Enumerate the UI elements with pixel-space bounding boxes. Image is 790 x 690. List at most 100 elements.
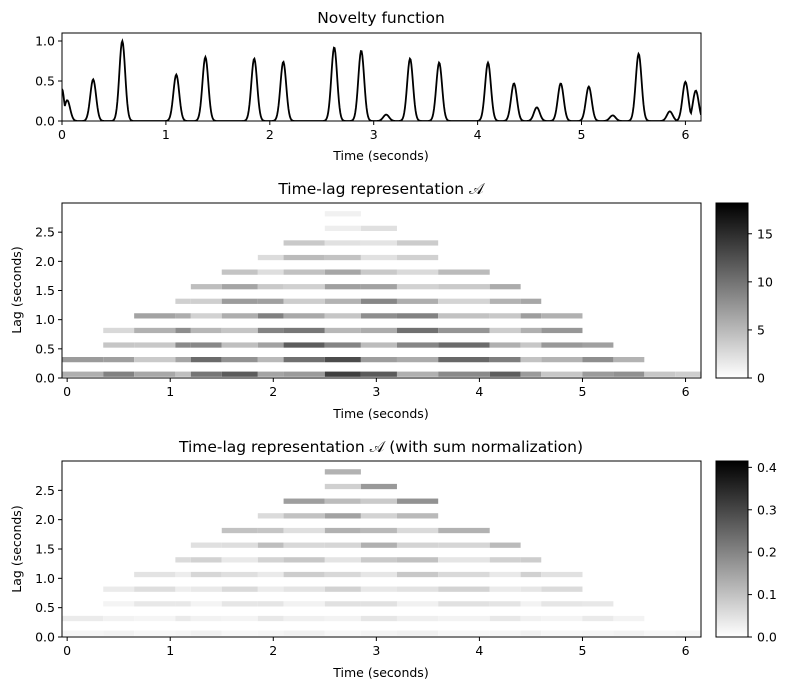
heatmap-cell [175, 371, 191, 377]
heatmap-cell [438, 542, 490, 548]
heatmap-cell [283, 357, 325, 363]
heatmap-cell [438, 313, 490, 319]
heatmap-cell [324, 211, 361, 217]
heatmap-cell [360, 615, 397, 622]
heatmap-cell [134, 327, 176, 334]
heatmap-cell [221, 527, 258, 534]
timelag-y-ticks: 0.0 0.5 1.0 1.5 2.0 2.5 [35, 225, 62, 386]
heatmap-cell [283, 298, 325, 304]
heatmap-cell [324, 527, 361, 534]
heatmap-cell [613, 371, 645, 377]
heatmap-cell [396, 498, 439, 504]
heatmap-cell [175, 571, 191, 578]
heatmap-cell [283, 615, 325, 622]
x-tick-label: 3 [370, 127, 378, 142]
heatmap-cell [221, 571, 258, 578]
heatmap-cell [103, 342, 135, 348]
heatmap-cell [324, 601, 361, 607]
heatmap-cell [520, 557, 542, 563]
heatmap-cell [175, 615, 191, 622]
heatmap-cell [520, 630, 542, 636]
x-tick-label: 4 [474, 127, 482, 142]
x-tick-label: 0 [63, 384, 71, 399]
colorbar-tick-label: 10 [757, 274, 773, 289]
novelty-axes-frame [61, 32, 702, 122]
heatmap-cell [438, 557, 490, 563]
heatmap-cell [489, 542, 521, 548]
heatmap-cell [62, 371, 104, 377]
heatmap-cell [190, 586, 222, 592]
heatmap-cell [396, 327, 439, 334]
heatmap-cell [257, 298, 284, 304]
colorbar-tick-label: 5 [757, 322, 765, 337]
heatmap-cell [396, 513, 439, 519]
heatmap-cell [283, 498, 325, 504]
heatmap-cell [190, 327, 222, 334]
heatmap-cell [438, 342, 490, 348]
x-tick-label: 1 [166, 384, 174, 399]
heatmap-cell [520, 615, 542, 622]
heatmap-cell [175, 357, 191, 363]
y-tick-label: 2.0 [35, 254, 55, 269]
y-tick-label: 1.0 [35, 312, 55, 327]
heatmap-cell [134, 342, 176, 348]
timelag-norm-xlabel: Time (seconds) [332, 665, 428, 680]
heatmap-cell [175, 298, 191, 304]
heatmap-cell [675, 371, 701, 377]
heatmap-cell [541, 357, 583, 363]
heatmap-cell [324, 327, 361, 334]
x-tick-label: 2 [269, 643, 277, 658]
heatmap-cell [582, 342, 614, 348]
heatmap-cell [396, 298, 439, 304]
heatmap-cell [134, 586, 176, 592]
x-tick-label: 6 [682, 643, 690, 658]
heatmap-cell [324, 469, 361, 475]
heatmap-cell [489, 571, 521, 578]
heatmap-cell [175, 557, 191, 563]
heatmap-cell [324, 284, 361, 290]
timelag-norm-y-ticks: 0.0 0.5 1.0 1.5 2.0 2.5 [35, 483, 62, 645]
timelag-norm-panel: Time-lag representation 𝒜 (with sum norm… [9, 438, 777, 680]
heatmap-cell [324, 342, 361, 348]
heatmap-cell [221, 371, 258, 377]
heatmap-cell [541, 571, 583, 578]
heatmap-cell [324, 542, 361, 548]
heatmap-cell [324, 498, 361, 504]
heatmap-cell [257, 527, 284, 534]
heatmap-cell [175, 327, 191, 334]
heatmap-cell [360, 284, 397, 290]
heatmap-cell [324, 269, 361, 275]
heatmap-cell [257, 615, 284, 622]
heatmap-cell [613, 357, 645, 363]
heatmap-cell [520, 571, 542, 578]
x-tick-label: 4 [475, 384, 483, 399]
heatmap-cell [541, 342, 583, 348]
heatmap-cell [175, 313, 191, 319]
heatmap-cell [489, 298, 521, 304]
heatmap-cell [134, 630, 176, 636]
x-tick-label: 1 [166, 643, 174, 658]
novelty-curve [62, 38, 701, 121]
heatmap-cell [360, 498, 397, 504]
x-tick-label: 6 [682, 384, 690, 399]
heatmap-cell [541, 630, 583, 636]
colorbar-tick-label: 0.2 [757, 545, 777, 560]
heatmap-cell [103, 327, 135, 334]
heatmap-cell [396, 571, 439, 578]
heatmap-cell [221, 542, 258, 548]
heatmap-cell [324, 513, 361, 519]
heatmap-cell [582, 630, 614, 636]
timelag-xlabel: Time (seconds) [332, 406, 428, 421]
heatmap-cell [62, 615, 104, 622]
heatmap-cell [103, 371, 135, 377]
heatmap-cell [257, 586, 284, 592]
x-tick-label: 6 [681, 127, 689, 142]
y-tick-label: 2.0 [35, 512, 55, 527]
x-tick-label: 5 [578, 643, 586, 658]
y-tick-label: 1.5 [35, 283, 55, 298]
heatmap-cell [438, 630, 490, 636]
x-tick-label: 0 [58, 127, 66, 142]
x-tick-label: 4 [475, 643, 483, 658]
heatmap-cell [134, 601, 176, 607]
heatmap-cell [360, 298, 397, 304]
